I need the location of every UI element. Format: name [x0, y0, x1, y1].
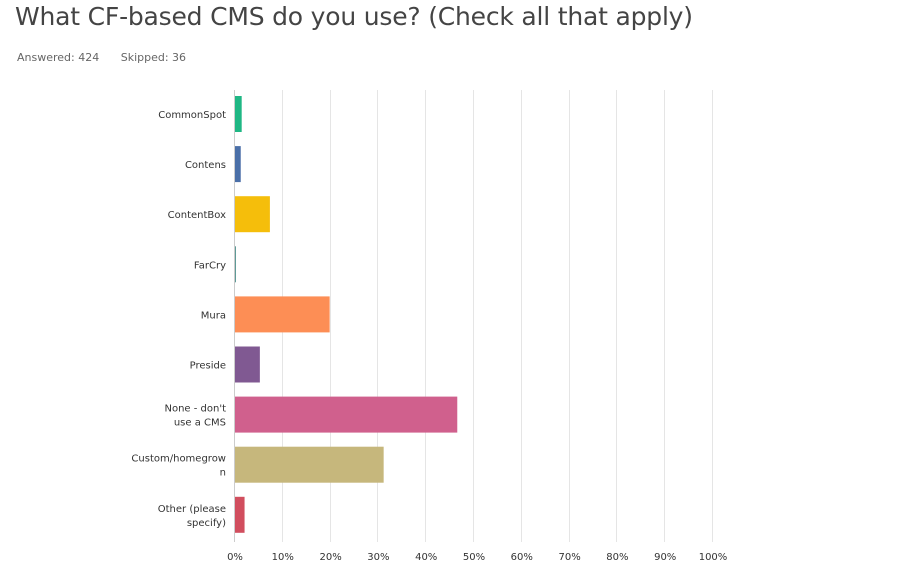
tick-label: 30%	[367, 552, 389, 563]
tick-label: 50%	[463, 552, 485, 563]
tick-label: 0%	[227, 552, 243, 563]
category-label: Mura	[201, 310, 226, 321]
category-label: n	[220, 468, 226, 479]
tick-label: 80%	[606, 552, 628, 563]
bar	[235, 496, 245, 533]
category-label: Contens	[185, 160, 226, 171]
category-label: use a CMS	[174, 418, 226, 429]
tick-label: 100%	[699, 552, 728, 563]
bar	[235, 146, 241, 183]
bar	[235, 96, 242, 132]
bar	[235, 196, 270, 233]
bar	[235, 446, 384, 483]
tick-label: 90%	[654, 552, 676, 563]
bar	[235, 296, 330, 333]
tick-label: 20%	[319, 552, 341, 563]
bar	[235, 246, 236, 283]
category-label: Preside	[190, 361, 226, 372]
skipped-count: Skipped: 36	[120, 51, 187, 64]
bars-layer	[235, 96, 458, 533]
category-labels: CommonSpot Contens ContentBox FarCry Mura Pre…	[131, 110, 226, 529]
category-label: ContentBox	[168, 210, 226, 221]
tick-label: 40%	[415, 552, 437, 563]
survey-title: What CF-based CMS do you use? (Check all…	[15, 2, 693, 31]
tick-label: 70%	[558, 552, 580, 563]
category-label: CommonSpot	[158, 110, 226, 121]
bar	[235, 346, 260, 383]
category-label: specify)	[187, 518, 226, 529]
tick-label: 60%	[511, 552, 533, 563]
category-label: FarCry	[194, 260, 226, 271]
answered-count: Answered: 424	[17, 51, 100, 64]
category-label: Custom/homegrow	[131, 454, 226, 465]
tick-labels: 0% 10% 20% 30% 40% 50% 60% 70% 80% 90% 100%	[227, 552, 727, 563]
category-label: None - don't	[164, 404, 226, 415]
tick-label: 10%	[272, 552, 294, 563]
bar	[235, 396, 458, 433]
response-stats: Answered: 424 Skipped: 36	[17, 51, 186, 64]
category-label: Other (please	[158, 504, 226, 515]
